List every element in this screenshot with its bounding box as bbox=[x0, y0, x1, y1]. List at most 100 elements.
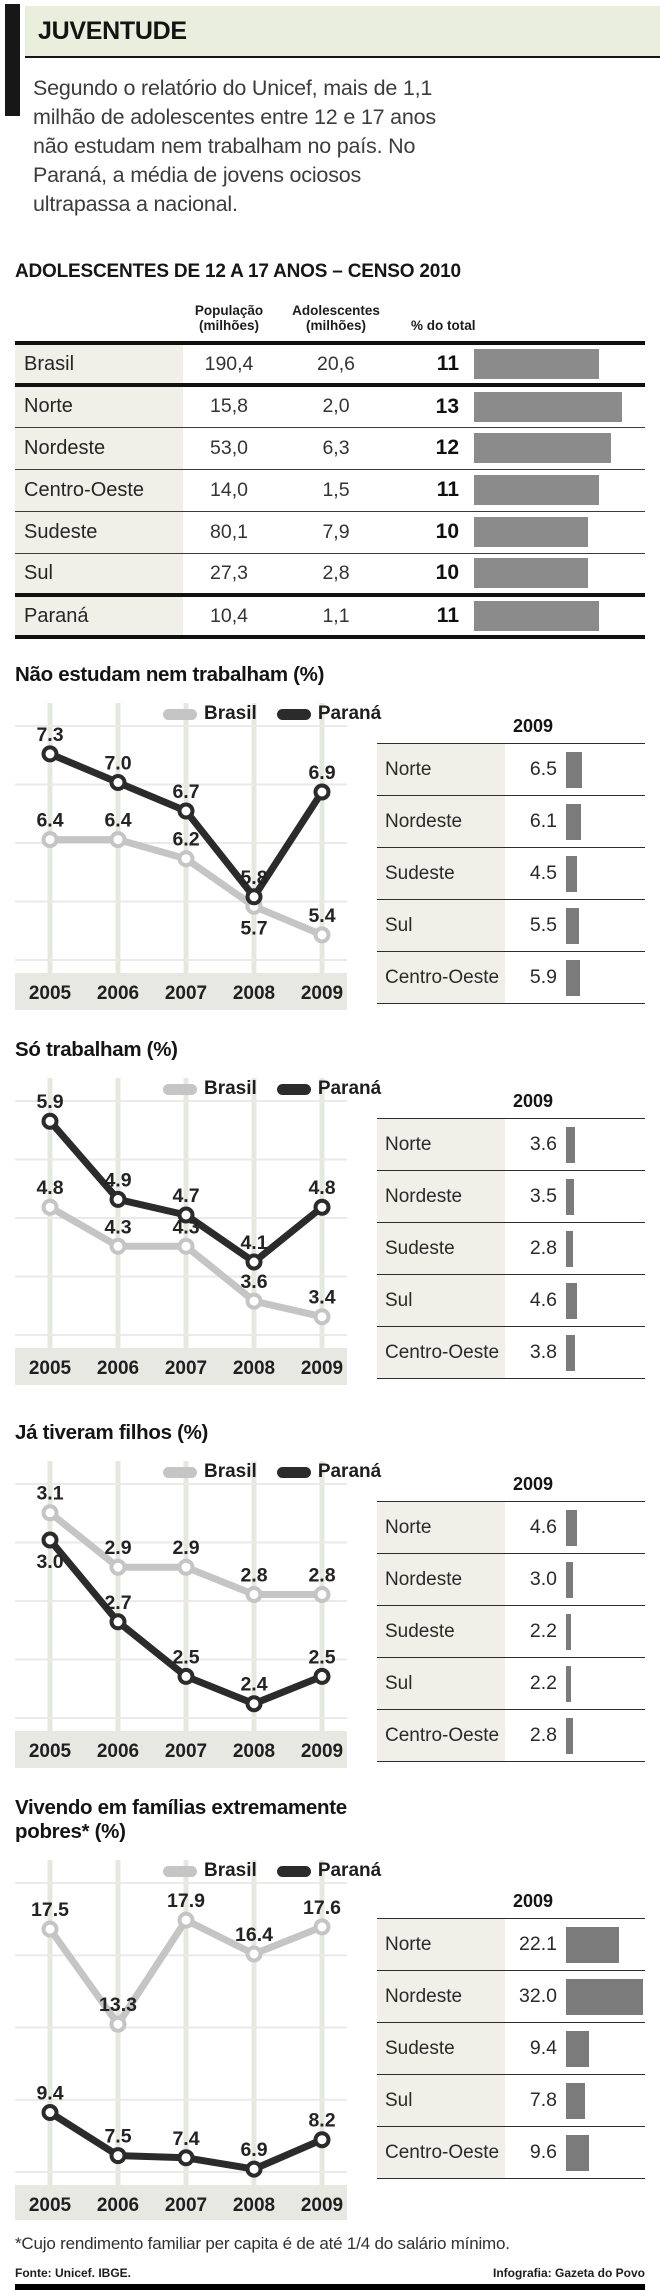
adolescents-value: 2,0 bbox=[322, 395, 350, 418]
pct-bar bbox=[474, 349, 599, 379]
legend-label-brasil: Brasil bbox=[204, 1461, 257, 1482]
region-label: Sudeste bbox=[15, 511, 183, 553]
region-bar bbox=[566, 1230, 573, 1267]
side-table-rows: Norte 22.1 Nordeste 32.0 Sudeste 9.4 Sul 7.8 Cen… bbox=[377, 1918, 645, 2179]
region-bar bbox=[566, 2134, 589, 2171]
region-bar-cell bbox=[566, 1334, 645, 1371]
region-label: Centro-Oeste bbox=[377, 1327, 505, 1378]
svg-text:2.7: 2.7 bbox=[104, 1592, 131, 1614]
region-value: 9.4 bbox=[529, 2037, 557, 2059]
svg-text:2005: 2005 bbox=[29, 1741, 72, 1762]
svg-text:2006: 2006 bbox=[97, 1358, 139, 1379]
side-table-row: Nordeste 6.1 bbox=[377, 795, 645, 847]
table-row: Norte 15,8 2,0 13 bbox=[15, 385, 645, 427]
regional-2009-table: 2009 Norte 22.1 Nordeste 32.0 Sudeste 9.4 Sul 7… bbox=[377, 1884, 645, 2220]
chart-legend: Brasil Paraná bbox=[163, 1078, 381, 1100]
brasil-line-swatch bbox=[163, 1865, 197, 1877]
region-label: Centro-Oeste bbox=[377, 1710, 505, 1761]
side-table-row: Norte 6.5 bbox=[377, 744, 645, 795]
side-table-year: 2009 bbox=[512, 1890, 554, 1911]
svg-text:13.3: 13.3 bbox=[99, 1994, 137, 2016]
parana-line-swatch bbox=[276, 1466, 311, 1478]
svg-text:2.8: 2.8 bbox=[240, 1565, 267, 1587]
svg-text:2009: 2009 bbox=[301, 983, 343, 1004]
region-bar-cell bbox=[566, 1282, 645, 1319]
region-label: Centro-Oeste bbox=[377, 952, 505, 1003]
pct-bar bbox=[474, 475, 599, 505]
region-label: Sudeste bbox=[377, 1223, 505, 1274]
pct-bar-cell bbox=[473, 385, 645, 427]
region-value: 9.6 bbox=[529, 2141, 557, 2163]
region-bar-cell bbox=[566, 2082, 645, 2119]
table-row: Nordeste 53,0 6,3 12 bbox=[15, 427, 645, 469]
line-chart-svg: 2005 2006 2007 2008 2009 6.4 6.4 6.2 5.7 5.4 7.3 7.… bbox=[15, 703, 347, 1010]
line-chart-svg: 2005 2006 2007 2008 2009 17.5 13.3 17.9 16.4 17.6… bbox=[15, 1860, 347, 2220]
region-value: 3.8 bbox=[529, 1341, 557, 1363]
svg-text:5.9: 5.9 bbox=[36, 1091, 63, 1113]
legend-label-brasil: Brasil bbox=[204, 1078, 257, 1099]
pct-value: 10 bbox=[435, 561, 459, 585]
section-title: Vivendo em famílias extremamente pobres*… bbox=[15, 1796, 347, 1843]
section-title: Não estudam nem trabalham (%) bbox=[15, 663, 325, 686]
chart-column: Vivendo em famílias extremamente pobres*… bbox=[15, 1796, 381, 2220]
pct-value: 11 bbox=[436, 604, 459, 627]
region-bar bbox=[566, 1665, 571, 1702]
region-value: 4.6 bbox=[529, 1289, 557, 1311]
side-table-row: Sul 5.5 bbox=[377, 899, 645, 951]
region-value: 2.8 bbox=[529, 1237, 557, 1259]
region-label: Norte bbox=[377, 1919, 505, 1970]
side-table-rows: Norte 6.5 Nordeste 6.1 Sudeste 4.5 Sul 5.5 Centr… bbox=[377, 743, 645, 1004]
svg-text:2009: 2009 bbox=[301, 2195, 343, 2216]
legend-item-parana: Paraná bbox=[276, 1461, 381, 1483]
pct-bar-cell bbox=[473, 343, 645, 385]
svg-text:2008: 2008 bbox=[233, 1741, 275, 1762]
table-row: Sudeste 80,1 7,9 10 bbox=[15, 511, 645, 553]
pct-bar bbox=[474, 517, 588, 547]
region-label: Norte bbox=[377, 744, 505, 795]
region-label: Sul bbox=[377, 1658, 505, 1709]
side-table-row: Nordeste 32.0 bbox=[377, 1970, 645, 2022]
svg-text:17.6: 17.6 bbox=[303, 1897, 341, 1919]
region-bar-cell bbox=[566, 1665, 645, 1702]
region-label: Paraná bbox=[15, 595, 183, 637]
section-title: Já tiveram filhos (%) bbox=[15, 1421, 209, 1444]
region-value: 2.8 bbox=[529, 1724, 557, 1746]
population-value: 10,4 bbox=[210, 604, 248, 627]
svg-text:2007: 2007 bbox=[165, 1358, 207, 1379]
region-bar bbox=[566, 751, 582, 788]
census-header-adolescents: Adolescentes (milhões) bbox=[292, 303, 380, 333]
svg-text:2009: 2009 bbox=[301, 1741, 343, 1762]
region-label: Nordeste bbox=[377, 1971, 505, 2022]
region-bar-cell bbox=[566, 1561, 645, 1598]
brasil-line-swatch bbox=[163, 1466, 197, 1478]
svg-text:2008: 2008 bbox=[233, 1358, 275, 1379]
region-value: 3.5 bbox=[529, 1185, 557, 1207]
region-bar bbox=[566, 2030, 589, 2067]
side-table-row: Norte 22.1 bbox=[377, 1919, 645, 1970]
region-value: 6.1 bbox=[529, 810, 557, 832]
region-bar-cell bbox=[566, 907, 645, 944]
svg-text:2005: 2005 bbox=[29, 1358, 72, 1379]
side-table-row: Centro-Oeste 9.6 bbox=[377, 2126, 645, 2178]
region-bar bbox=[566, 1509, 577, 1546]
source-label: Fonte: Unicef. IBGE. bbox=[15, 2266, 132, 2280]
adolescents-value: 20,6 bbox=[317, 352, 355, 375]
population-value: 80,1 bbox=[210, 520, 248, 543]
region-bar bbox=[566, 1126, 575, 1163]
region-label: Nordeste bbox=[377, 1171, 505, 1222]
title-band: JUVENTUDE bbox=[25, 6, 660, 58]
region-bar-cell bbox=[566, 2134, 645, 2171]
svg-text:3.6: 3.6 bbox=[240, 1271, 267, 1293]
parana-line-swatch bbox=[276, 1865, 311, 1877]
svg-text:6.9: 6.9 bbox=[308, 762, 335, 784]
side-table-row: Sul 7.8 bbox=[377, 2074, 645, 2126]
side-table-row: Norte 3.6 bbox=[377, 1119, 645, 1170]
pct-value: 10 bbox=[435, 520, 459, 543]
credit-label: Infografia: Gazeta do Povo bbox=[492, 2266, 645, 2280]
pct-value: 11 bbox=[436, 352, 459, 375]
region-bar bbox=[566, 855, 577, 892]
chart-column: Já tiveram filhos (%) 2005 2006 2007 2008 20… bbox=[15, 1421, 381, 1768]
pct-bar bbox=[474, 433, 611, 463]
legend-item-brasil: Brasil bbox=[163, 1461, 257, 1483]
svg-text:2.9: 2.9 bbox=[172, 1537, 199, 1559]
